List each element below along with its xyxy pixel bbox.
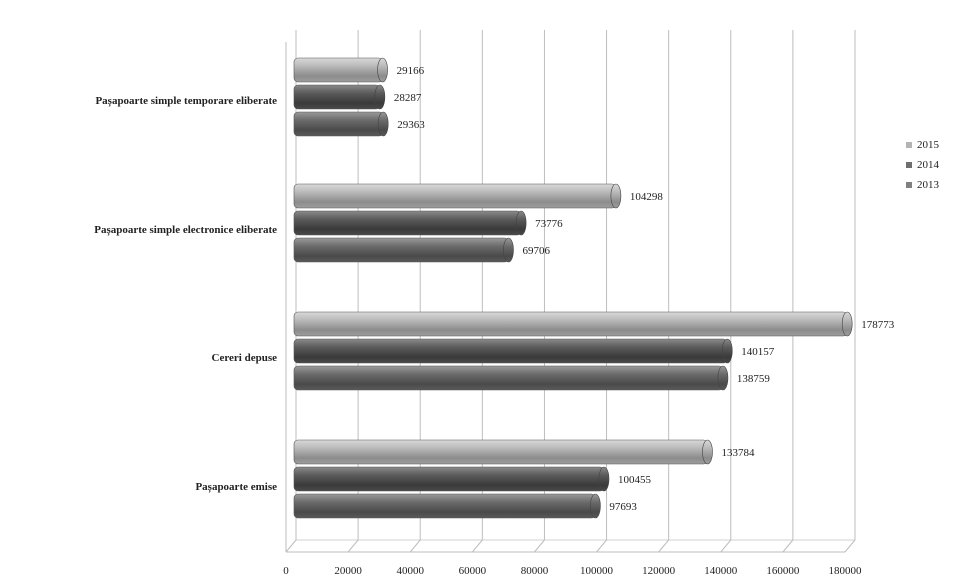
bar-end-cap (702, 439, 713, 465)
gridline-floor (409, 539, 421, 553)
bar (293, 365, 724, 391)
bar-end-cap (721, 338, 733, 364)
gridline-floor (782, 539, 794, 553)
x-tick-label: 80000 (521, 565, 549, 577)
data-label: 97693 (609, 501, 637, 513)
bar-end-cap (374, 84, 386, 110)
category-label: Pașapoarte simple electronice eliberate (94, 224, 277, 236)
legend-swatch (906, 142, 912, 148)
gridline-floor (596, 539, 607, 553)
gridline-floor (844, 539, 856, 553)
bar-end-cap (377, 111, 389, 137)
gridline-floor (347, 539, 359, 553)
data-label: 100455 (618, 474, 652, 486)
legend-label: 2013 (917, 179, 940, 191)
bar (293, 439, 708, 465)
x-tick-label: 100000 (580, 565, 614, 577)
gridline-floor (720, 539, 732, 553)
bar-end-cap (590, 493, 601, 519)
bar (293, 338, 728, 364)
data-label: 178773 (861, 319, 895, 331)
x-tick-label: 60000 (459, 565, 487, 577)
bar-end-cap (841, 311, 853, 337)
bar (293, 210, 522, 236)
x-tick-label: 160000 (766, 565, 800, 577)
bar-end-cap (377, 57, 388, 83)
data-label: 29363 (397, 119, 425, 131)
bar-end-cap (515, 210, 527, 236)
gridline-floor (534, 539, 545, 553)
bar-end-cap (503, 237, 514, 263)
bar (293, 111, 384, 137)
gridline-floor (471, 539, 483, 553)
label-layer: Pașapoarte simple temporare eliberate 291… (94, 65, 894, 513)
legend: 2015 2014 2013 (906, 139, 940, 191)
data-label: 28287 (394, 92, 422, 104)
bar (293, 183, 617, 209)
data-label: 140157 (741, 346, 775, 358)
bar (293, 84, 381, 110)
bar (293, 57, 383, 83)
x-tick-label: 180000 (829, 565, 863, 577)
bar-end-cap (717, 365, 729, 391)
legend-swatch (906, 162, 912, 168)
bar (293, 237, 509, 263)
data-label: 73776 (535, 218, 563, 230)
x-tick-label: 0 (283, 565, 289, 577)
data-label: 133784 (721, 447, 755, 459)
bar-end-cap (610, 183, 622, 209)
x-tick-label: 140000 (704, 565, 738, 577)
legend-label: 2014 (917, 159, 940, 171)
bar-end-cap (598, 466, 610, 492)
category-label: Cereri depuse (212, 352, 278, 364)
data-label: 29166 (397, 65, 425, 77)
bar (293, 493, 596, 519)
bar (293, 466, 605, 492)
bar-layer (293, 57, 853, 519)
data-label: 69706 (522, 245, 550, 257)
x-tick-label: 20000 (334, 565, 362, 577)
legend-swatch (906, 182, 912, 188)
x-tick-label: 40000 (396, 565, 424, 577)
gridline-floor (285, 539, 297, 553)
x-tick-label: 120000 (642, 565, 676, 577)
legend-label: 2015 (917, 139, 940, 151)
category-label: Pașapoarte simple temporare eliberate (95, 95, 277, 107)
category-label: Pașapoarte emise (195, 481, 277, 493)
bar (293, 311, 848, 337)
gridline-floor (658, 539, 670, 553)
data-label: 104298 (630, 191, 664, 203)
data-label: 138759 (737, 373, 771, 385)
